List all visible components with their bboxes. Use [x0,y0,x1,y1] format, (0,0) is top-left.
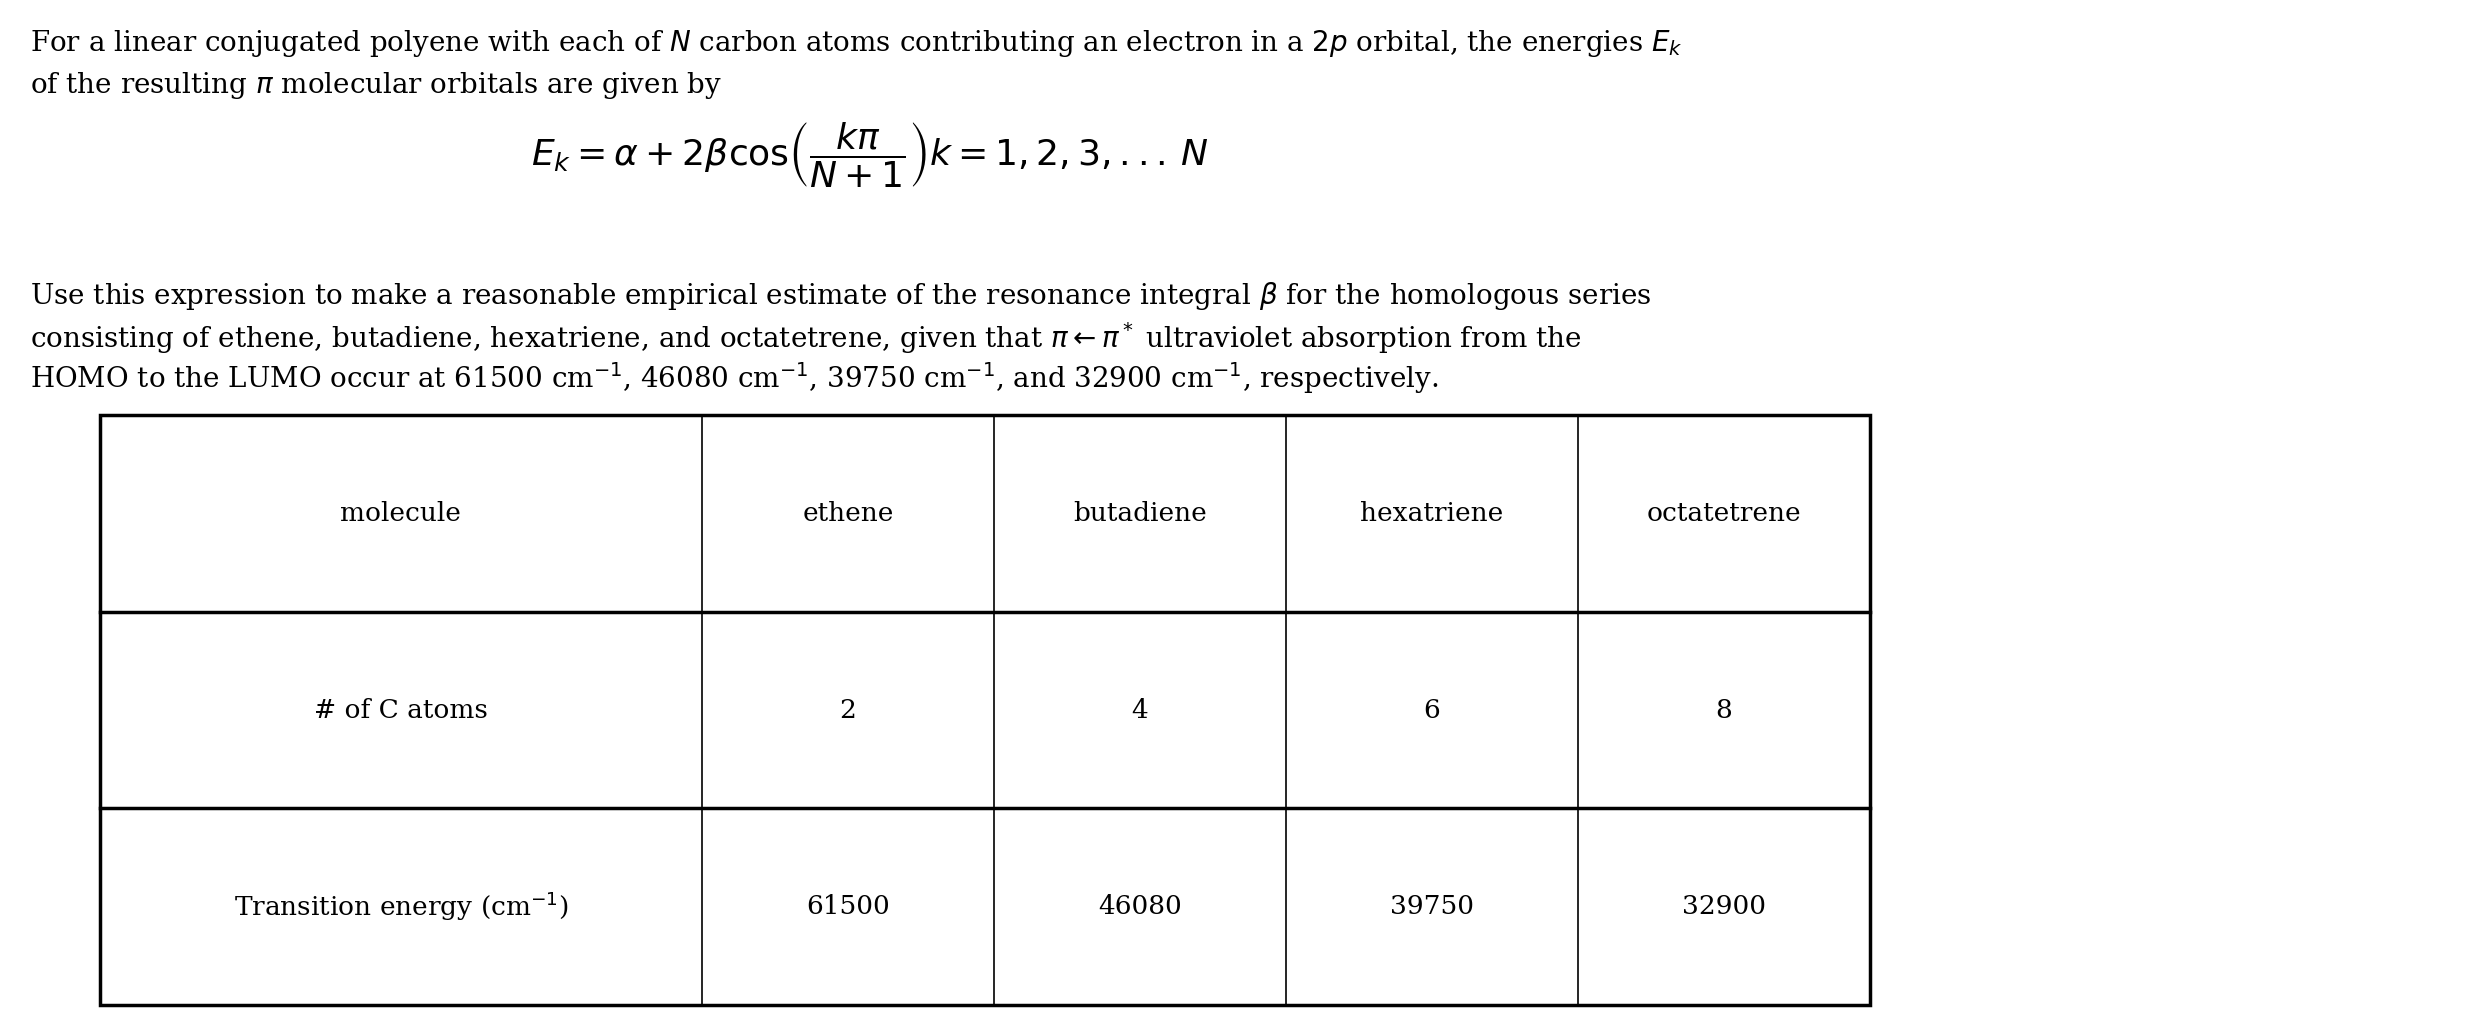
Text: hexatriene: hexatriene [1361,501,1504,526]
Text: 32900: 32900 [1682,894,1766,919]
Text: of the resulting $\pi$ molecular orbitals are given by: of the resulting $\pi$ molecular orbital… [30,70,722,101]
Text: 2: 2 [839,697,856,723]
Text: 8: 8 [1714,697,1732,723]
Text: 39750: 39750 [1390,894,1475,919]
Text: Use this expression to make a reasonable empirical estimate of the resonance int: Use this expression to make a reasonable… [30,280,1653,312]
Text: Transition energy (cm$^{-1}$): Transition energy (cm$^{-1}$) [233,890,569,923]
Text: 4: 4 [1131,697,1148,723]
Text: molecule: molecule [341,501,460,526]
Text: 61500: 61500 [807,894,891,919]
Text: butadiene: butadiene [1074,501,1207,526]
Text: consisting of ethene, butadiene, hexatriene, and octatetrene, given that $\pi\le: consisting of ethene, butadiene, hexatri… [30,320,1581,356]
Text: # of C atoms: # of C atoms [314,697,487,723]
Text: 46080: 46080 [1098,894,1183,919]
Text: $E_k = \alpha + 2\beta \cos\!\left(\dfrac{k\pi}{N+1}\right) k = 1,2,3,...\,N$: $E_k = \alpha + 2\beta \cos\!\left(\dfra… [532,120,1210,189]
Text: octatetrene: octatetrene [1648,501,1801,526]
Text: For a linear conjugated polyene with each of $N$ carbon atoms contributing an el: For a linear conjugated polyene with eac… [30,29,1682,59]
Text: 6: 6 [1423,697,1440,723]
Bar [99,415,1870,1005]
Text: ethene: ethene [802,501,893,526]
Text: HOMO to the LUMO occur at 61500 cm$^{-1}$, 46080 cm$^{-1}$, 39750 cm$^{-1}$, and: HOMO to the LUMO occur at 61500 cm$^{-1}… [30,360,1437,396]
